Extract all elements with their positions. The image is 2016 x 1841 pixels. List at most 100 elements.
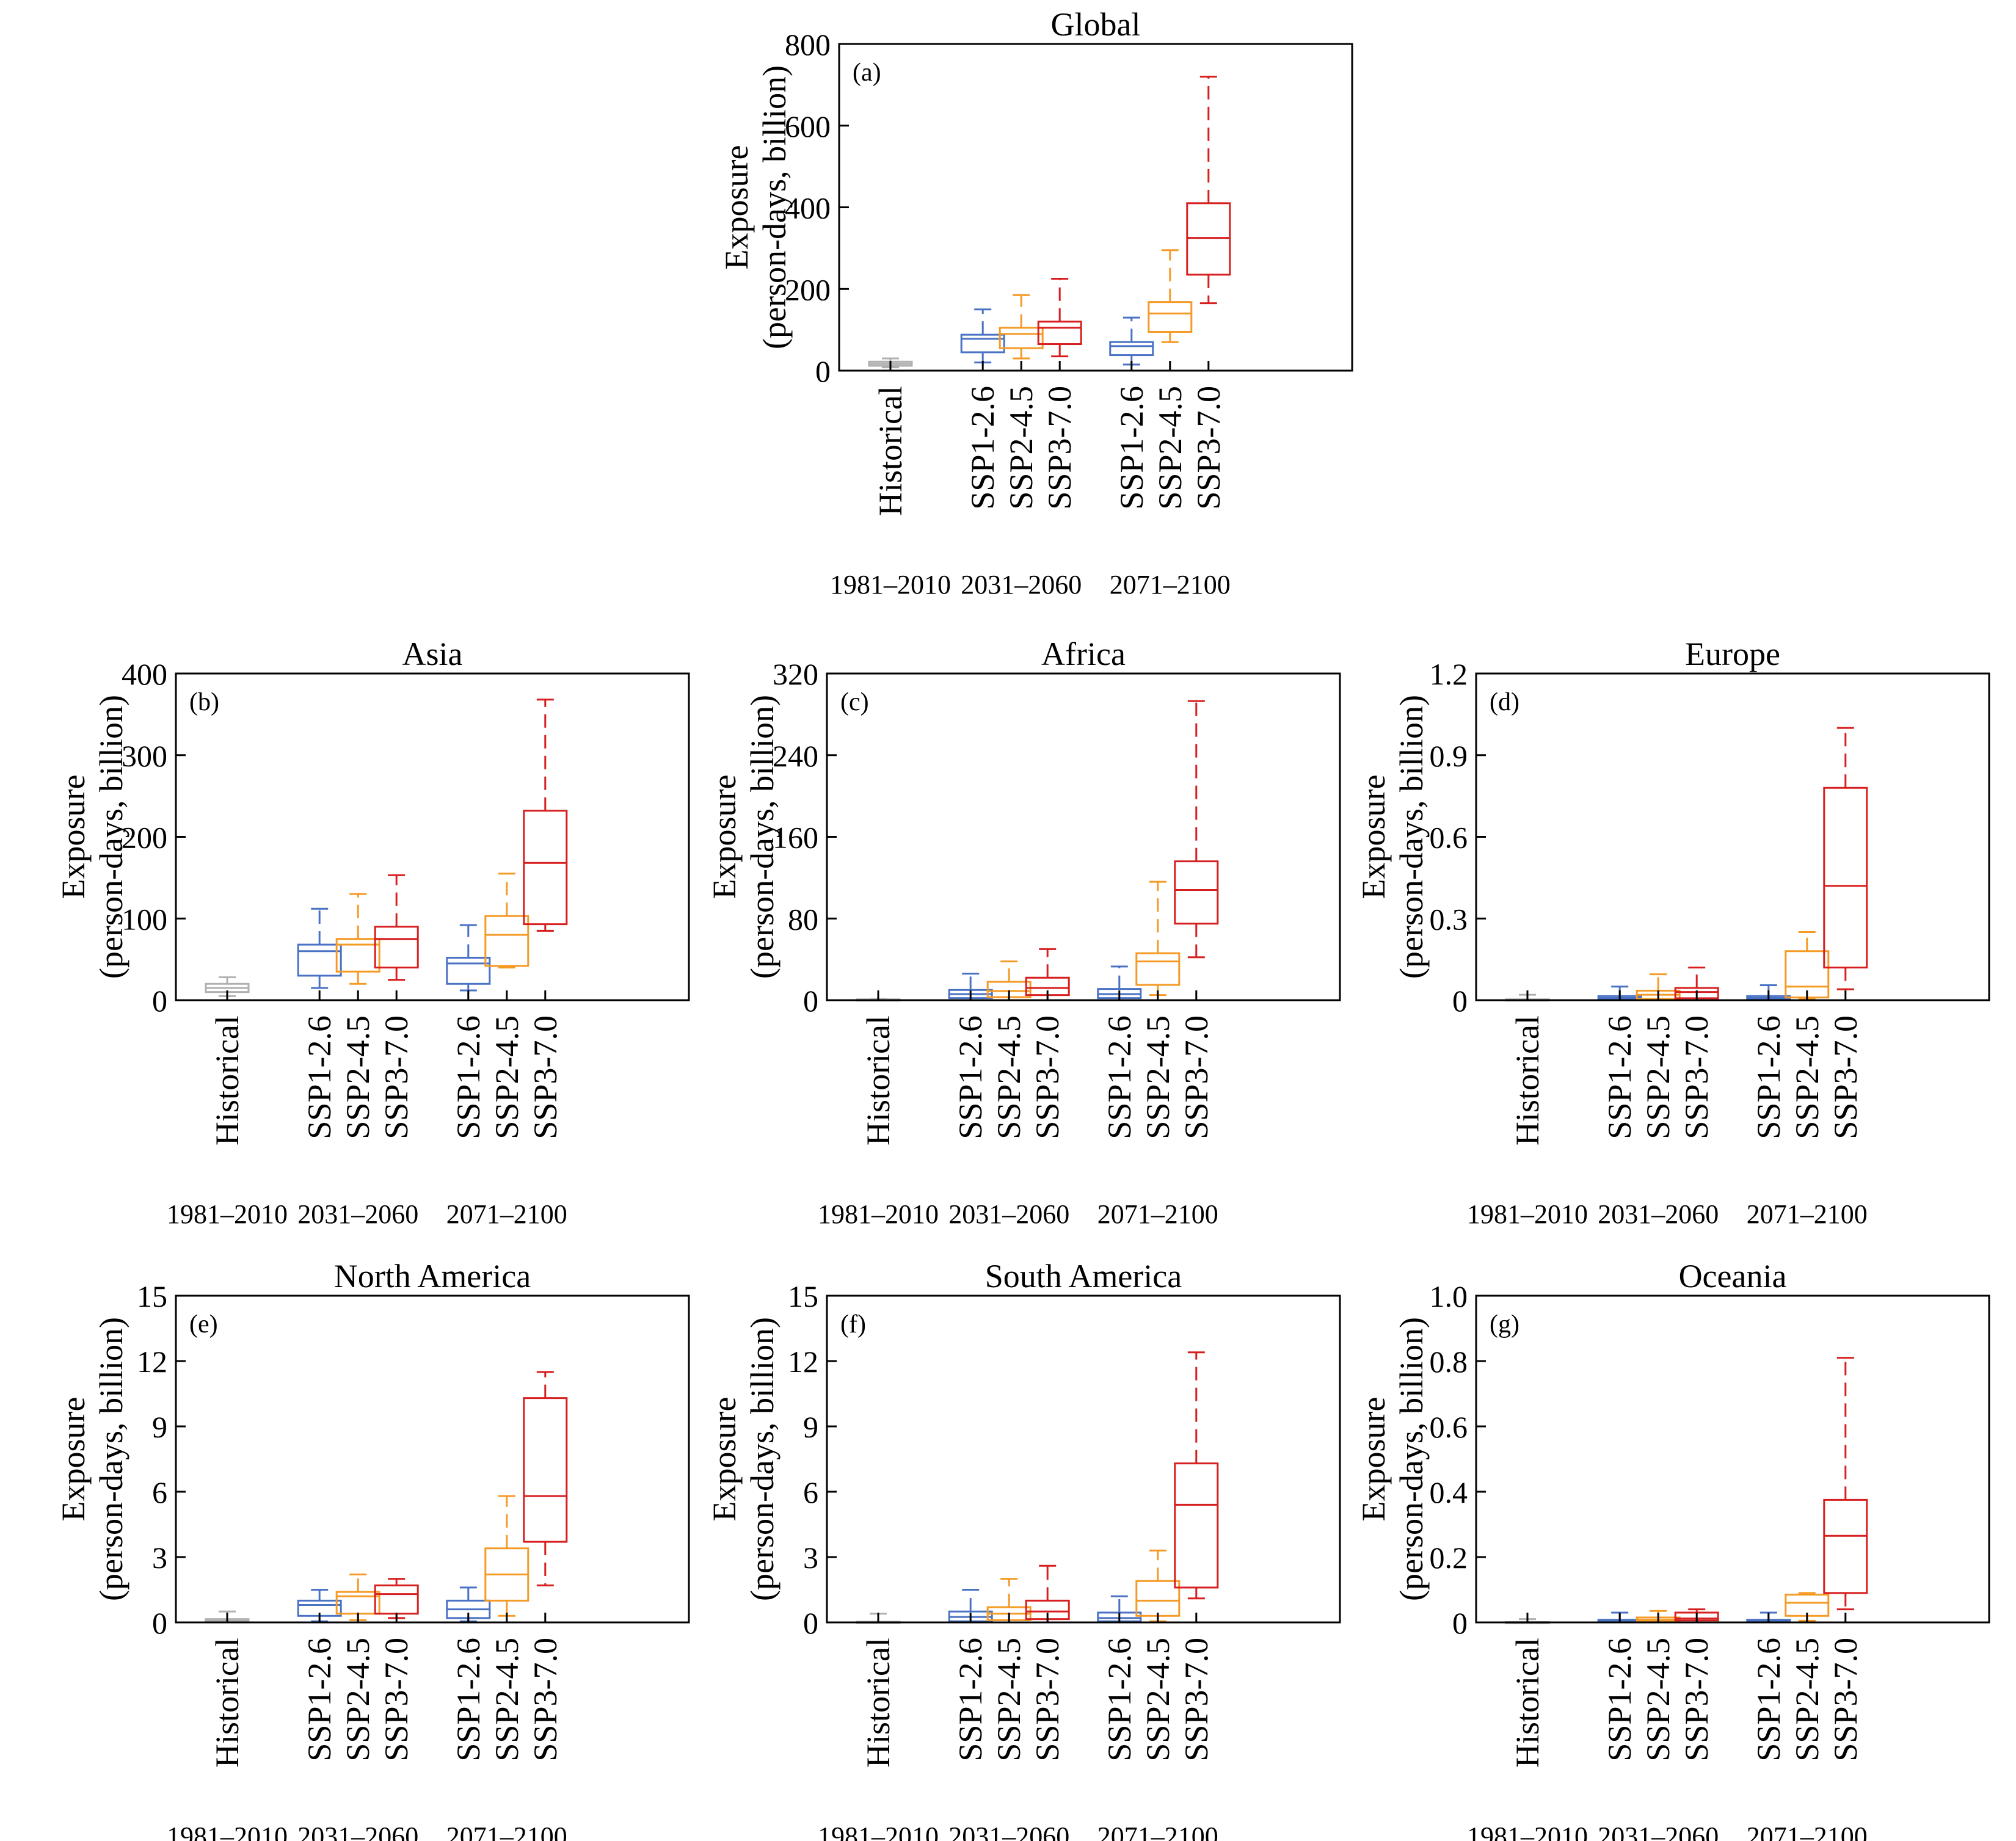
panel-title: Africa xyxy=(1041,636,1126,672)
x-category-label: SSP2-4.5 xyxy=(1789,1015,1825,1139)
x-category-label: SSP2-4.5 xyxy=(340,1638,376,1762)
box-ssp1-2.6-2031–2060 xyxy=(297,907,342,989)
box-ssp1-2.6-2071–2100 xyxy=(446,924,491,992)
panel-title: South America xyxy=(985,1258,1182,1295)
period-label: 2071–2100 xyxy=(1097,1199,1218,1229)
y-tick-label: 15 xyxy=(788,1279,818,1313)
plot-frame xyxy=(826,672,1341,1001)
box-ssp2-4.5-2071–2100 xyxy=(484,1495,529,1617)
plot-frame xyxy=(1475,672,1990,1001)
y-axis-label: Exposure xyxy=(55,1397,92,1522)
period-label: 1981–2010 xyxy=(818,1199,939,1229)
period-label: 1981–2010 xyxy=(1467,1199,1588,1229)
y-tick-label: 100 xyxy=(122,902,167,936)
period-label: 2031–2060 xyxy=(961,570,1082,600)
y-tick-label: 300 xyxy=(122,739,167,773)
panel-africa: Africa (c) 0 80 160 240 320 Exposure (person-day… xyxy=(706,636,1341,1229)
box-body xyxy=(523,1397,568,1543)
x-category-label: SSP3-7.0 xyxy=(1029,1015,1066,1139)
x-category-label: Historical xyxy=(860,1638,897,1768)
box-body xyxy=(1135,1580,1181,1617)
box-ssp1-2.6-2071–2100 xyxy=(1109,316,1154,366)
box-body xyxy=(446,956,491,985)
panel-asia: Asia (b) 0 100 200 300 400 Exposure (person-days… xyxy=(55,636,690,1229)
period-label: 2071–2100 xyxy=(1097,1821,1218,1841)
y-tick-label: 200 xyxy=(785,272,831,307)
box-body xyxy=(374,1584,419,1615)
y-tick-label: 800 xyxy=(785,27,831,62)
box-ssp2-4.5-2071–2100 xyxy=(1135,1549,1181,1622)
panel-label: (c) xyxy=(840,688,869,716)
y-tick-label: 9 xyxy=(152,1410,167,1444)
y-tick-label: 12 xyxy=(788,1345,818,1379)
x-category-label: SSP3-7.0 xyxy=(1678,1638,1715,1762)
x-category-label: SSP2-4.5 xyxy=(489,1015,525,1139)
x-category-label: SSP3-7.0 xyxy=(378,1638,415,1762)
box-ssp2-4.5-2031–2060 xyxy=(999,294,1044,360)
y-axis-label: (person-days, billion) xyxy=(1393,695,1430,979)
period-label: 2071–2100 xyxy=(446,1199,567,1229)
x-category-label: SSP3-7.0 xyxy=(1029,1638,1066,1762)
y-axis-label: Exposure xyxy=(706,775,743,899)
y-axis-label: (person-days, billion) xyxy=(756,65,793,349)
x-category-label: SSP1-2.6 xyxy=(1101,1015,1138,1139)
period-label: 2031–2060 xyxy=(297,1821,418,1841)
y-tick-label: 1.0 xyxy=(1430,1279,1468,1313)
y-axis-label: Exposure xyxy=(55,775,92,899)
x-category-label: SSP2-4.5 xyxy=(1140,1015,1176,1139)
box-ssp2-4.5-2071–2100 xyxy=(484,873,529,968)
period-label: 2031–2060 xyxy=(948,1199,1069,1229)
y-tick-label: 320 xyxy=(773,657,818,691)
y-tick-label: 0 xyxy=(152,1606,167,1640)
plot-frame xyxy=(826,1295,1341,1624)
y-axis-label: (person-days, billion) xyxy=(744,695,781,979)
panel-north-america: North America (e) 0 3 6 9 12 15 Exposure (person-… xyxy=(55,1258,690,1841)
panel-label: (e) xyxy=(189,1310,218,1338)
period-label: 2031–2060 xyxy=(297,1199,418,1229)
x-category-label: Historical xyxy=(1509,1015,1546,1146)
x-category-label: Historical xyxy=(872,386,909,516)
y-axis-label: (person-days, billion) xyxy=(744,1317,781,1601)
period-label: 2031–2060 xyxy=(1598,1199,1719,1229)
panel-label: (f) xyxy=(840,1310,866,1338)
y-tick-label: 0 xyxy=(803,1606,818,1640)
x-category-label: SSP2-4.5 xyxy=(489,1638,525,1762)
x-category-label: SSP1-2.6 xyxy=(1113,386,1150,510)
x-category-label: SSP3-7.0 xyxy=(1178,1015,1215,1139)
box-ssp2-4.5-2071–2100 xyxy=(1785,931,1830,1000)
y-tick-label: 400 xyxy=(785,191,831,225)
x-category-label: SSP2-4.5 xyxy=(1789,1638,1825,1762)
y-tick-label: 1.2 xyxy=(1430,657,1468,691)
period-label: 1981–2010 xyxy=(1467,1821,1588,1841)
x-category-label: Historical xyxy=(1509,1638,1546,1768)
y-tick-label: 0 xyxy=(152,984,167,1018)
panel-title: Europe xyxy=(1685,636,1780,672)
y-tick-label: 12 xyxy=(137,1345,167,1379)
x-category-label: Historical xyxy=(209,1015,246,1146)
box-ssp2-4.5-2071–2100 xyxy=(1148,249,1193,343)
box-ssp3-7.0-2071–2100 xyxy=(523,699,568,932)
box-body xyxy=(335,1591,380,1615)
y-tick-label: 0 xyxy=(815,354,831,388)
y-tick-label: 600 xyxy=(785,109,831,143)
box-body xyxy=(484,915,529,967)
y-tick-label: 0 xyxy=(803,984,818,1018)
panel-title: Global xyxy=(1051,6,1141,43)
x-category-label: SSP3-7.0 xyxy=(1041,386,1078,510)
period-label: 2071–2100 xyxy=(446,1821,567,1841)
box-body xyxy=(1823,786,1868,968)
panel-title: Asia xyxy=(402,636,463,672)
y-axis-label: Exposure xyxy=(718,145,755,270)
period-label: 2071–2100 xyxy=(1747,1199,1868,1229)
x-category-label: SSP2-4.5 xyxy=(1152,386,1188,510)
y-axis-label: (person-days, billion) xyxy=(93,1317,129,1601)
period-label: 2031–2060 xyxy=(1598,1821,1719,1841)
panel-europe: Europe (d) 0 0.3 0.6 0.9 1.2 Exposure (person-da… xyxy=(1355,636,1990,1229)
box-body xyxy=(335,938,380,973)
box-ssp3-7.0-2071–2100 xyxy=(523,1371,568,1586)
x-category-label: SSP1-2.6 xyxy=(301,1015,338,1139)
box-ssp3-7.0-2071–2100 xyxy=(1174,700,1219,959)
panel-title: North America xyxy=(334,1258,531,1295)
box-ssp1-2.6-2031–2060 xyxy=(960,308,1005,364)
x-category-label: SSP1-2.6 xyxy=(1601,1015,1638,1139)
